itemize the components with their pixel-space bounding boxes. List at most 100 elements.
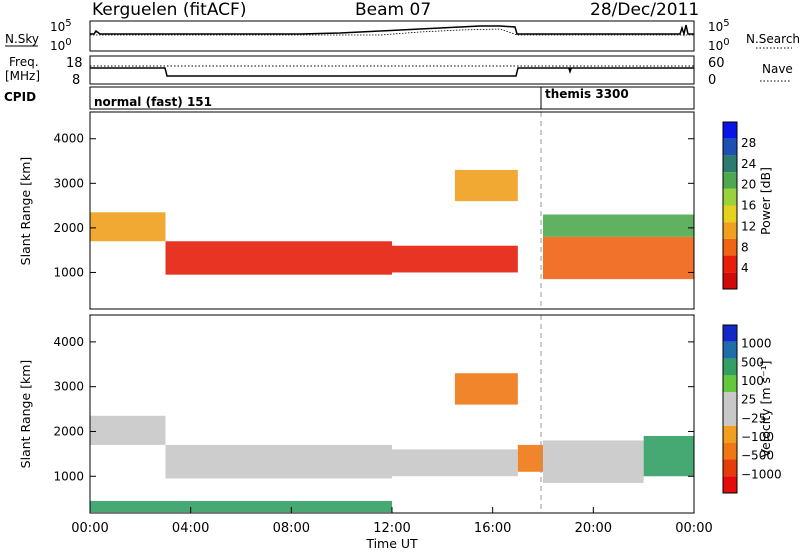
colorbar-swatch: [723, 375, 737, 393]
xaxis-label: Time UT: [365, 536, 418, 551]
power-cell: [165, 241, 392, 275]
colorbar-tick: 4: [741, 261, 749, 275]
colorbar-swatch: [723, 358, 737, 376]
colorbar-tick: 500: [741, 355, 764, 369]
xtick-label: 08:00: [273, 521, 310, 536]
power-cell: [543, 214, 694, 237]
power-ytick: 3000: [53, 176, 84, 190]
power-colorbar: 28 24 20 16 12 8 4: [722, 121, 756, 290]
xtick-label: 20:00: [575, 521, 612, 536]
nave-spike: [568, 68, 572, 74]
colorbar-swatch: [723, 255, 737, 273]
colorbar-tick: 12: [741, 219, 756, 233]
power-cell: [543, 236, 694, 280]
velocity-ytick: 4000: [53, 335, 84, 349]
nsky-label: N.Sky: [5, 32, 39, 46]
xtick-label: 12:00: [373, 521, 410, 536]
colorbar-tick: −25: [741, 411, 766, 425]
velocity-ylabel: Slant Range [km]: [18, 360, 33, 469]
velocity-panel: 4000 3000 2000 1000 00:00 04:00 08:00 12:00 16:…: [18, 314, 782, 551]
velocity-cell: [643, 435, 694, 477]
colorbar-swatch: [723, 122, 737, 139]
velocity-cell: [90, 500, 392, 513]
colorbar-tick: 8: [741, 240, 749, 254]
velocity-cell: [454, 373, 518, 405]
colorbar-swatch: [723, 238, 737, 256]
colorbar-tick: 20: [741, 178, 756, 192]
colorbar-swatch: [723, 138, 737, 156]
colorbar-swatch: [723, 172, 737, 189]
beam-title: Beam 07: [355, 0, 431, 20]
power-ytick: 2000: [53, 221, 84, 235]
freq-trace: [90, 67, 694, 77]
noise-panel: N.Sky 105 100 105 100 N.Search: [5, 18, 800, 53]
velocity-colorbar-label: Velocity [m s⁻¹]: [758, 360, 773, 457]
colorbar-tick: 1000: [741, 337, 772, 351]
freq-label-2: [MHz]: [5, 69, 40, 83]
power-ytick: 1000: [53, 265, 84, 279]
velocity-ytick: 1000: [53, 469, 84, 483]
colorbar-tick: 25: [741, 393, 756, 407]
colorbar-tick: −100: [741, 430, 774, 444]
power-panel: 4000 3000 2000 1000 Slant Range [km] 28 24 20…: [18, 111, 773, 310]
colorbar-swatch: [723, 476, 737, 493]
nsearch-label: N.Search: [746, 32, 800, 46]
colorbar-tick: 24: [741, 157, 756, 171]
colorbar-swatch: [723, 442, 737, 460]
xtick-label: 00:00: [675, 521, 712, 536]
velocity-cell: [517, 444, 543, 472]
colorbar-swatch: [723, 272, 737, 289]
station-title: Kerguelen (fitACF): [92, 0, 246, 20]
velocity-colorbar: 1000 500 100 25 −25 −100 −500 −1000: [722, 324, 782, 494]
power-colorbar-label: Power [dB]: [758, 167, 773, 235]
colorbar-swatch: [723, 222, 737, 239]
xtick-label: 04:00: [172, 521, 209, 536]
power-cell: [454, 169, 518, 202]
power-cell: [90, 212, 166, 242]
colorbar-tick: −500: [741, 449, 774, 463]
colorbar-tick: 100: [741, 374, 764, 388]
colorbar-swatch: [723, 188, 737, 206]
nave-tick-bottom: 0: [708, 73, 716, 88]
velocity-ytick: 3000: [53, 380, 84, 394]
noise-search-trace: [90, 28, 694, 36]
freq-panel: Freq. [MHz] 18 8 60 0 Nave: [5, 55, 793, 88]
velocity-cell: [90, 415, 166, 445]
colorbar-swatch: [723, 341, 737, 359]
colorbar-tick: −1000: [741, 467, 782, 481]
nave-tick-top: 60: [708, 56, 725, 71]
noise-tick-right-top: 105: [708, 18, 730, 34]
noise-tick-right-bottom: 100: [708, 37, 730, 53]
xtick-label: 16:00: [474, 521, 511, 536]
noise-tick-left-top: 105: [50, 18, 72, 34]
velocity-cell: [543, 440, 644, 483]
xtick-label: 00:00: [71, 521, 108, 536]
colorbar-swatch: [723, 155, 737, 173]
freq-tick-top: 18: [66, 56, 83, 71]
colorbar-swatch: [723, 392, 737, 409]
cpid-panel: CPID normal (fast) 151 themis 3300: [4, 86, 695, 110]
power-ylabel: Slant Range [km]: [18, 157, 33, 266]
colorbar-tick: 16: [741, 199, 756, 213]
cpid-mode-1: normal (fast) 151: [94, 95, 212, 109]
colorbar-swatch: [723, 205, 737, 223]
noise-sky-trace: [90, 24, 694, 37]
noise-tick-left-bottom: 100: [50, 37, 72, 53]
date-title: 28/Dec/2011: [590, 0, 699, 20]
power-cell: [392, 245, 518, 273]
cpid-label: CPID: [4, 90, 36, 104]
velocity-cell: [392, 449, 518, 477]
nave-label: Nave: [762, 62, 793, 76]
colorbar-tick: 28: [741, 136, 756, 150]
colorbar-swatch: [723, 425, 737, 443]
freq-label-1: Freq.: [9, 55, 39, 69]
power-ytick: 4000: [53, 132, 84, 146]
colorbar-swatch: [723, 325, 737, 342]
velocity-cell: [165, 444, 392, 479]
colorbar-swatch: [723, 459, 737, 477]
velocity-cells: [90, 373, 694, 513]
freq-tick-bottom: 8: [72, 73, 80, 88]
velocity-ytick: 2000: [53, 424, 84, 438]
cpid-mode-2: themis 3300: [545, 87, 629, 101]
